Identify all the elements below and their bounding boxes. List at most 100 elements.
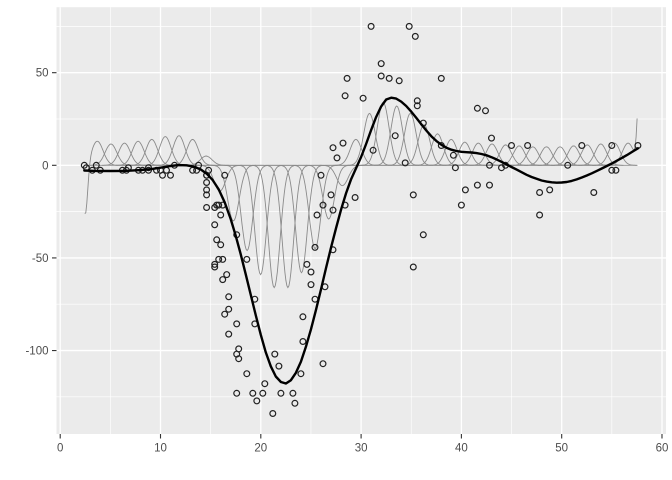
data-point [395,77,403,85]
y-tick-label: 0 [42,160,48,172]
data-point [341,92,349,100]
data-point [578,142,586,150]
data-point [213,236,221,244]
data-point [211,260,219,268]
data-point [145,164,153,172]
data-point [215,201,223,209]
data-point [339,139,347,147]
smooth-fit-line [83,96,640,385]
x-tick-label: 10 [154,443,167,455]
data-point [411,32,419,40]
data-point [217,241,225,249]
data-point [409,191,417,199]
data-point [243,255,251,263]
data-point [333,154,341,162]
data-point [329,144,337,152]
data-point [297,370,305,378]
data-point [546,186,554,194]
data-point [608,166,616,174]
data-point [329,206,337,214]
data-point [377,60,385,68]
data-point [486,181,494,189]
data-point [473,181,481,189]
data-point [215,255,223,263]
data-point [449,151,457,159]
data-point [203,186,211,194]
data-point [217,211,225,219]
data-point [225,330,233,338]
data-point [473,104,481,112]
data-point [369,146,377,154]
x-tick-label: 20 [254,443,267,455]
x-tick-label: 60 [656,443,669,455]
data-point [319,201,327,209]
basis-function-curve [592,118,638,166]
data-point [451,164,459,172]
data-point [409,263,417,271]
x-tick-label: 0 [57,443,63,455]
data-point [391,132,399,140]
data-point [524,142,532,150]
axes: 0 10 20 30 40 50 60 -100 -50 0 50 [25,68,668,455]
data-point [319,360,327,368]
data-point [233,320,241,328]
data-point [203,179,211,187]
data-point [457,201,465,209]
data-point [221,171,229,179]
y-tick-label: -100 [25,346,48,358]
data-point [167,171,175,179]
data-point [608,142,616,150]
basis-function-curve [578,142,638,166]
data-point [233,389,241,397]
data-point [385,74,393,82]
data-point [488,134,496,142]
data-point [413,97,421,105]
data-point [508,142,516,150]
data-point [225,293,233,301]
data-point [590,189,598,197]
data-point [413,102,421,110]
data-point [612,166,620,174]
data-point [299,338,307,346]
data-point [221,310,229,318]
data-point [486,161,494,169]
data-point [219,276,227,284]
data-point [307,281,315,289]
data-point [317,171,325,179]
data-point [259,389,267,397]
data-point [243,370,251,378]
basis-function-curve [564,143,637,166]
data-point [219,255,227,263]
data-point [291,399,299,407]
data-point [536,189,544,197]
data-point [235,345,243,353]
y-tick-label: -50 [32,253,49,265]
data-point [437,74,445,82]
data-point [303,260,311,268]
data-point [405,22,413,30]
data-point [261,380,269,388]
data-point [313,211,321,219]
data-point [419,231,427,239]
x-tick-label: 40 [455,443,468,455]
data-point [235,355,243,363]
data-point [377,72,385,80]
data-point [482,107,490,115]
data-point [249,389,257,397]
data-point [367,22,375,30]
data-point [289,389,297,397]
data-point [343,74,351,82]
data-point [327,191,335,199]
data-point [311,243,319,251]
data-point [225,305,233,313]
data-point [461,186,469,194]
data-point [401,159,409,167]
data-point [211,221,219,229]
data-point [205,166,213,174]
data-point [223,271,231,279]
data-point [536,211,544,219]
data-point [359,94,367,102]
data-point [253,397,261,405]
data-point [275,362,283,370]
